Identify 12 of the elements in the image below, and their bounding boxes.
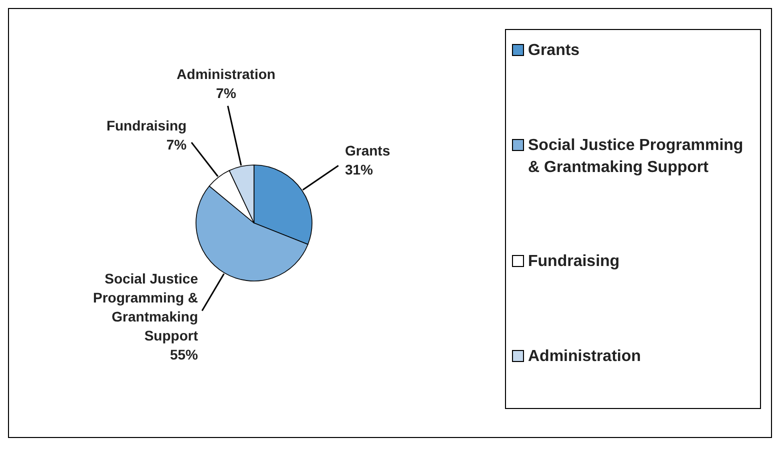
legend-label: Social Justice Programming & Grantmaking Support	[528, 136, 744, 178]
data-label: 31%	[344, 162, 374, 178]
legend-label: Administration	[528, 346, 641, 367]
data-label: 55%	[170, 346, 199, 363]
legend-label: Grants	[528, 41, 580, 61]
legend-label: Fundraising	[528, 252, 620, 272]
slice-label: Fundraising	[106, 117, 187, 134]
data-label: 7%	[216, 84, 237, 101]
slice-label: Administration	[176, 66, 276, 82]
slice-label: Grants	[344, 142, 390, 159]
data-label: 7%	[166, 136, 188, 152]
slice-label: Social Justice Programming & Grantmaking Support	[92, 270, 198, 344]
